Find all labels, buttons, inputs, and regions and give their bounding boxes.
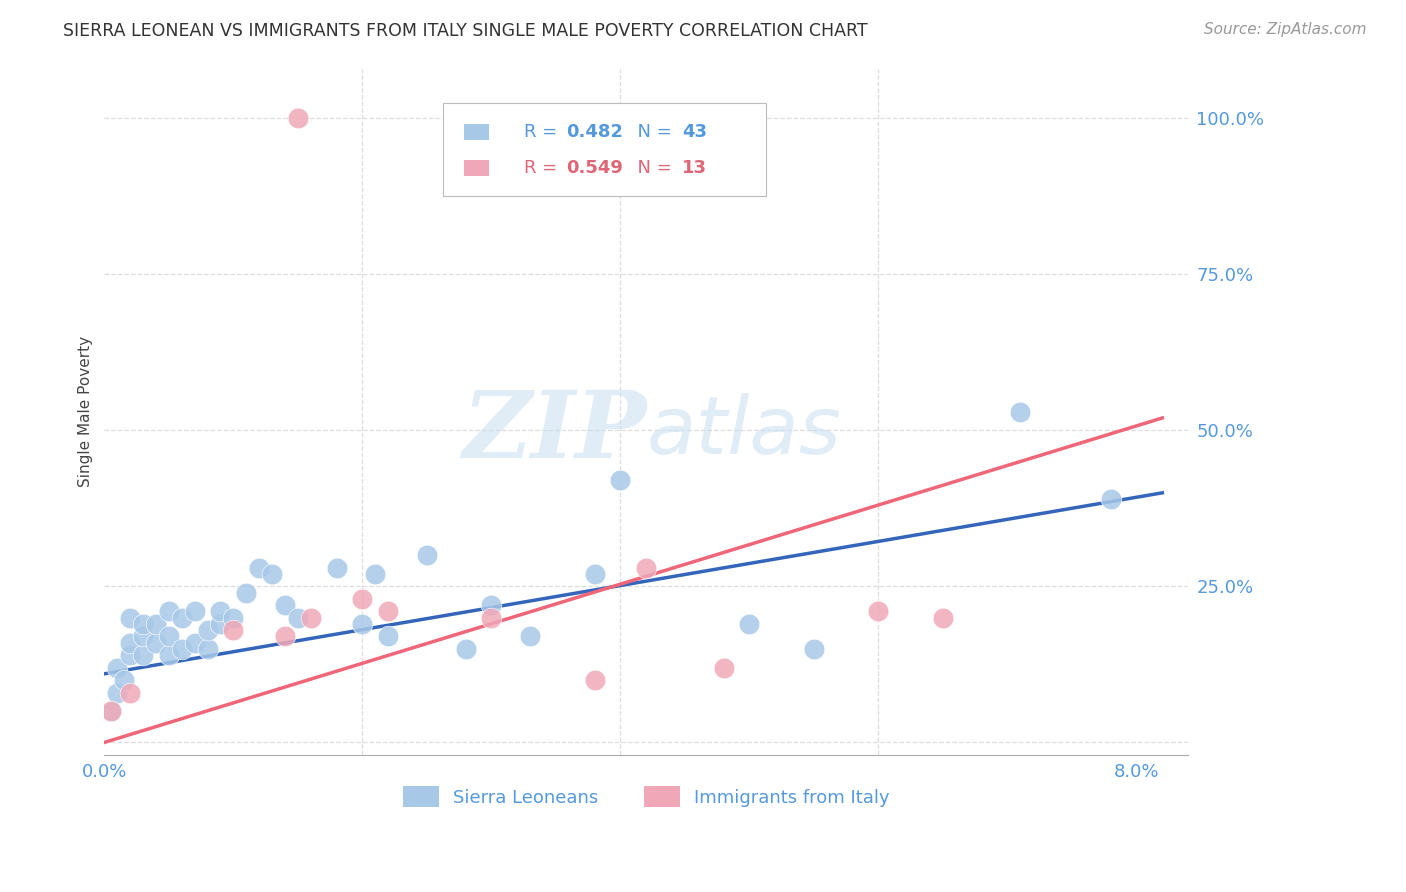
- Point: [803, 641, 825, 656]
- Text: N =: N =: [626, 123, 678, 141]
- Point: [170, 641, 193, 656]
- Y-axis label: Single Male Poverty: Single Male Poverty: [79, 336, 93, 487]
- Text: ZIP: ZIP: [463, 387, 647, 477]
- Point: [416, 548, 439, 562]
- Point: [132, 616, 155, 631]
- Point: [120, 610, 142, 624]
- Point: [132, 629, 155, 643]
- Point: [454, 641, 477, 656]
- Point: [481, 598, 503, 612]
- Point: [209, 604, 232, 618]
- Point: [636, 560, 658, 574]
- Point: [868, 604, 890, 618]
- Point: [352, 616, 374, 631]
- Text: SIERRA LEONEAN VS IMMIGRANTS FROM ITALY SINGLE MALE POVERTY CORRELATION CHART: SIERRA LEONEAN VS IMMIGRANTS FROM ITALY …: [63, 22, 868, 40]
- Point: [145, 616, 167, 631]
- Point: [377, 629, 399, 643]
- Point: [325, 560, 347, 574]
- Point: [145, 635, 167, 649]
- Text: Source: ZipAtlas.com: Source: ZipAtlas.com: [1204, 22, 1367, 37]
- Point: [222, 623, 245, 637]
- Text: R =: R =: [524, 123, 564, 141]
- Point: [132, 648, 155, 662]
- Point: [274, 629, 297, 643]
- Point: [120, 635, 142, 649]
- Point: [120, 648, 142, 662]
- Point: [274, 598, 297, 612]
- Point: [209, 616, 232, 631]
- Point: [105, 660, 128, 674]
- Point: [105, 685, 128, 699]
- Point: [197, 641, 219, 656]
- Text: 0.549: 0.549: [567, 159, 623, 177]
- Text: 43: 43: [682, 123, 707, 141]
- Point: [120, 685, 142, 699]
- Point: [713, 660, 735, 674]
- Text: N =: N =: [626, 159, 678, 177]
- Text: 13: 13: [682, 159, 707, 177]
- Point: [157, 629, 180, 643]
- Point: [738, 616, 761, 631]
- Text: 0.482: 0.482: [567, 123, 624, 141]
- Text: atlas: atlas: [647, 393, 841, 471]
- Point: [1099, 491, 1122, 506]
- Point: [352, 591, 374, 606]
- Point: [247, 560, 270, 574]
- Point: [183, 635, 205, 649]
- Point: [481, 610, 503, 624]
- Point: [197, 623, 219, 637]
- Point: [100, 704, 122, 718]
- Text: R =: R =: [524, 159, 564, 177]
- Point: [583, 566, 606, 581]
- Point: [157, 648, 180, 662]
- Point: [609, 474, 631, 488]
- Point: [235, 585, 257, 599]
- Point: [377, 604, 399, 618]
- Point: [287, 610, 309, 624]
- Point: [222, 610, 245, 624]
- Point: [1010, 405, 1032, 419]
- Legend: Sierra Leoneans, Immigrants from Italy: Sierra Leoneans, Immigrants from Italy: [395, 780, 897, 814]
- Point: [183, 604, 205, 618]
- Point: [583, 673, 606, 687]
- Point: [262, 566, 284, 581]
- Point: [157, 604, 180, 618]
- Point: [364, 566, 387, 581]
- Point: [100, 704, 122, 718]
- Point: [932, 610, 955, 624]
- Point: [112, 673, 135, 687]
- Point: [170, 610, 193, 624]
- Point: [287, 112, 309, 126]
- Point: [299, 610, 322, 624]
- Point: [519, 629, 541, 643]
